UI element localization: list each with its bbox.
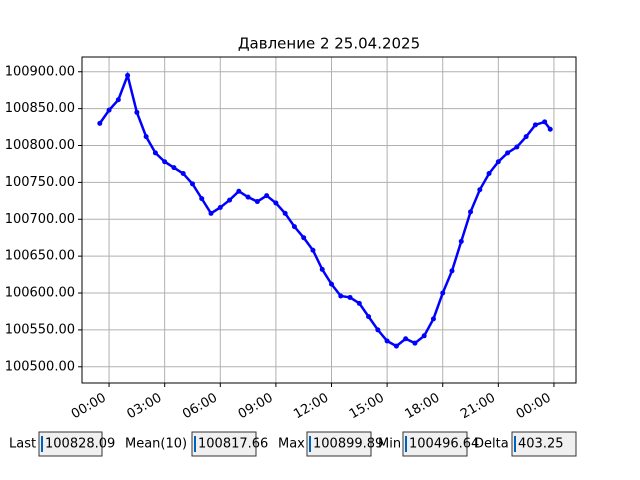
y-tick-label: 100700.00	[5, 212, 75, 227]
stat-field	[306, 431, 372, 457]
data-point	[273, 200, 279, 206]
y-tick-label: 100900.00	[5, 64, 75, 79]
data-point	[227, 197, 233, 203]
x-tick-label: 15:00	[347, 391, 387, 423]
data-point	[495, 159, 501, 165]
data-point	[532, 122, 538, 128]
stat-field	[402, 431, 468, 457]
data-point	[291, 224, 297, 230]
data-point	[393, 343, 399, 349]
x-tick-label: 00:00	[514, 391, 554, 423]
data-point	[180, 171, 186, 177]
data-point	[523, 134, 529, 140]
y-tick-label: 100550.00	[5, 322, 75, 337]
data-point	[547, 126, 553, 132]
x-tick-label: 09:00	[236, 391, 276, 423]
stat-field	[511, 431, 577, 457]
data-point	[254, 199, 260, 205]
stat-label: Mean(10)	[125, 437, 187, 452]
x-tick-label: 06:00	[180, 391, 220, 423]
data-point	[199, 196, 205, 202]
data-point	[449, 268, 455, 274]
data-point	[412, 340, 418, 346]
data-point	[356, 300, 362, 306]
data-point	[208, 210, 214, 216]
data-point	[152, 150, 158, 156]
data-point	[217, 204, 223, 210]
y-tick-label: 100850.00	[5, 101, 75, 116]
data-point	[542, 119, 548, 125]
y-tick-label: 100500.00	[5, 359, 75, 374]
data-point	[189, 181, 195, 187]
data-point	[171, 165, 177, 171]
data-line	[98, 71, 552, 348]
data-point	[310, 247, 316, 253]
stat-label: Delta	[474, 437, 509, 452]
data-point	[134, 109, 140, 115]
y-tick-label: 100800.00	[5, 138, 75, 153]
data-point	[458, 238, 464, 244]
stat-value: 100496.64	[409, 437, 479, 452]
data-point	[162, 159, 168, 165]
data-point	[440, 290, 446, 296]
data-point	[468, 209, 474, 215]
data-point	[282, 210, 288, 216]
data-point	[245, 194, 251, 200]
stat-value: 403.25	[518, 437, 564, 452]
data-point	[338, 293, 344, 299]
stat-value: 100828.09	[45, 437, 115, 452]
stat-field	[38, 431, 103, 457]
data-point	[477, 187, 483, 193]
data-point	[329, 281, 335, 287]
stat-field	[191, 431, 257, 457]
x-tick-label: 12:00	[291, 391, 331, 423]
x-tick-label: 18:00	[403, 391, 443, 423]
data-point	[125, 72, 131, 78]
y-tick-label: 100750.00	[5, 175, 75, 190]
data-point	[430, 316, 436, 322]
stat-value: 100899.89	[313, 437, 383, 452]
x-tick-label: 03:00	[124, 391, 164, 423]
y-tick-label: 100600.00	[5, 286, 75, 301]
data-point	[505, 150, 511, 156]
data-point	[106, 107, 112, 113]
data-point	[403, 336, 409, 342]
data-point	[366, 314, 372, 320]
data-point	[347, 294, 353, 300]
data-point	[319, 266, 325, 272]
chart-title: Давление 2 25.04.2025	[238, 35, 420, 53]
stat-value: 100817.66	[198, 437, 268, 452]
data-point	[236, 188, 242, 194]
stat-label: Last	[9, 437, 36, 452]
x-tick-label: 00:00	[69, 391, 109, 423]
stat-label: Min	[378, 437, 401, 452]
data-point	[264, 193, 270, 199]
x-tick-label: 21:00	[458, 391, 498, 423]
data-point	[97, 120, 103, 126]
data-point	[384, 338, 390, 344]
data-point	[421, 333, 427, 339]
data-point	[375, 327, 381, 333]
y-tick-label: 100650.00	[5, 249, 75, 264]
stat-label: Max	[278, 437, 305, 452]
data-point	[115, 97, 121, 103]
plot-frame	[81, 56, 577, 384]
data-point	[301, 235, 307, 241]
data-point	[143, 134, 149, 140]
data-point	[514, 144, 520, 150]
data-point	[486, 171, 492, 177]
